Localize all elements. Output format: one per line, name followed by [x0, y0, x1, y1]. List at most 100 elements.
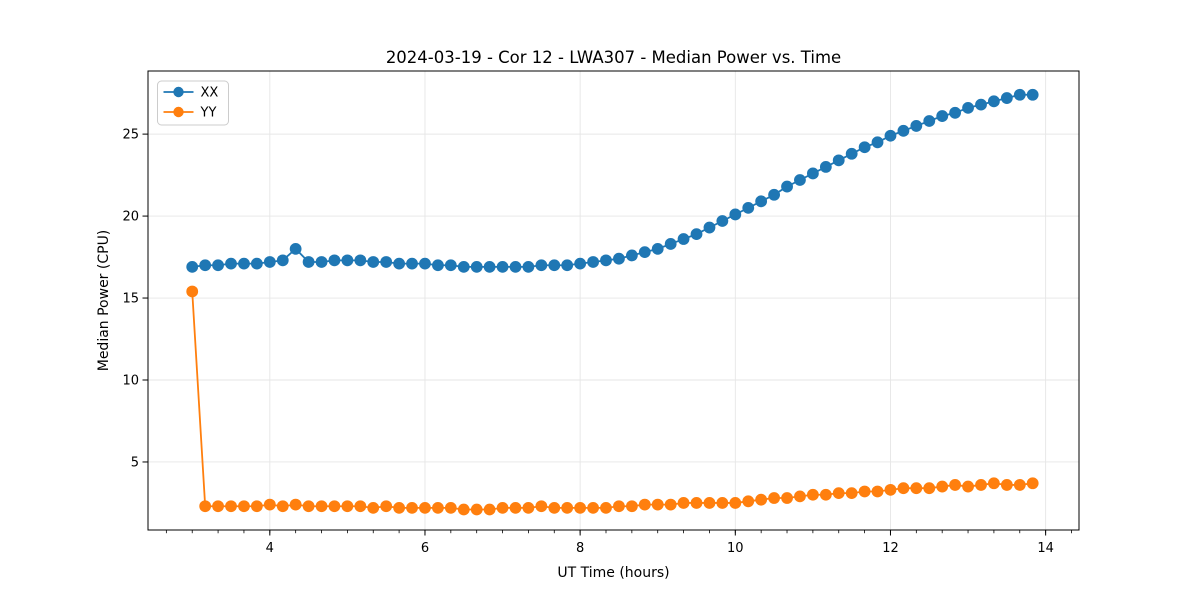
series-yy-marker: [574, 501, 587, 514]
legend-marker-icon: [173, 86, 184, 98]
series-xx-marker: [845, 147, 858, 160]
series-xx-marker: [328, 254, 341, 267]
series-yy-marker: [406, 501, 418, 514]
series-xx-marker: [444, 259, 457, 272]
series-yy-marker: [651, 498, 664, 511]
series-yy-marker: [225, 500, 237, 513]
series-yy-marker: [742, 495, 755, 508]
grid-layer: [148, 71, 1079, 530]
series-xx-marker: [457, 260, 470, 273]
series-yy-marker: [781, 492, 793, 504]
series-yy-marker: [509, 501, 522, 514]
series-yy-marker: [923, 482, 936, 495]
series-xx-marker: [509, 260, 522, 273]
series-yy-marker: [625, 500, 638, 513]
series-yy-marker: [302, 500, 315, 513]
series-yy-marker: [199, 500, 212, 513]
series-xx-marker: [832, 154, 845, 167]
series-yy-marker: [690, 497, 703, 509]
series-yy-marker: [587, 501, 599, 514]
series-yy-marker: [548, 501, 561, 514]
series-yy-marker: [768, 492, 780, 504]
series-xx-marker: [936, 110, 949, 122]
series-xx-marker: [819, 161, 832, 173]
series-yy-marker: [755, 493, 768, 506]
series-xx-marker: [419, 257, 431, 270]
series-xx-marker: [496, 260, 509, 273]
y-tick-label: 5: [131, 455, 139, 470]
x-tick-label: 8: [576, 541, 584, 556]
series-xx-marker: [522, 260, 535, 273]
series-xx-line: [192, 93, 1033, 268]
series-xx-marker: [600, 254, 612, 267]
series-xx-marker: [651, 242, 664, 255]
series-yy-marker: [483, 503, 496, 516]
series-yy-marker: [496, 501, 509, 514]
legend-item-yy: YY: [163, 106, 216, 121]
series-yy-marker: [457, 503, 470, 516]
series-xx-marker: [910, 120, 923, 132]
series-yy-marker: [470, 503, 483, 516]
series-yy-marker: [354, 500, 367, 513]
series-yy-marker: [949, 479, 961, 491]
series-yy-marker: [535, 500, 548, 513]
series-xx-marker: [987, 95, 1000, 108]
series-xx-marker: [406, 257, 418, 270]
series-xx-marker: [625, 249, 638, 262]
legend-label: XX: [201, 86, 219, 101]
series-yy-marker: [250, 500, 263, 513]
series-xx-marker: [393, 257, 406, 270]
series-yy-marker: [328, 500, 341, 513]
x-tick-label: 10: [727, 541, 744, 556]
series-yy-marker: [858, 485, 871, 498]
series-xx-marker: [186, 260, 199, 273]
series-xx-marker: [263, 256, 276, 268]
tick-layer: 4 6 8 10 12 14 5 10 15 20 25: [122, 128, 1072, 556]
series-xx-marker: [703, 221, 716, 234]
y-tick-label: 25: [122, 128, 139, 143]
y-axis-label: Median Power (CPU): [96, 230, 112, 372]
series-yy-marker: [1026, 477, 1039, 490]
series-xx-marker: [1000, 92, 1013, 104]
series-yy-marker: [819, 488, 832, 501]
series-layer: [186, 88, 1039, 516]
series-yy-marker: [638, 498, 651, 511]
series-yy-marker: [315, 500, 328, 513]
series-xx-marker: [858, 141, 871, 154]
series-yy-marker: [897, 482, 910, 495]
series-xx-marker: [367, 256, 380, 268]
series-xx-marker: [212, 259, 224, 272]
series-xx-marker: [548, 259, 561, 272]
series-yy-marker: [664, 498, 677, 511]
series-yy-marker: [238, 500, 250, 513]
series-yy-marker: [845, 487, 858, 500]
series-yy-marker: [341, 500, 354, 513]
series-xx-marker: [432, 259, 444, 272]
series-yy-marker: [561, 501, 574, 514]
series-xx-marker: [716, 215, 729, 227]
series-xx-marker: [302, 256, 315, 268]
series-xx-marker: [483, 260, 496, 273]
series-xx-marker: [742, 201, 755, 214]
series-yy-marker: [613, 500, 625, 513]
series-xx-marker: [781, 180, 793, 193]
series-xx-marker: [897, 124, 910, 137]
series-xx-marker: [238, 257, 250, 270]
series-yy-line: [191, 291, 1033, 511]
series-yy-marker: [393, 501, 406, 514]
series-yy-marker: [1013, 479, 1026, 491]
series-xx-marker: [1026, 88, 1039, 101]
series-yy-marker: [367, 501, 380, 514]
plot-area: [147, 70, 1080, 531]
series-yy-marker: [677, 497, 690, 509]
x-tick-label: 6: [421, 541, 429, 556]
series-yy-marker: [522, 501, 535, 514]
series-xx-marker: [962, 101, 974, 114]
series-xx-marker: [677, 233, 690, 245]
legend-item-xx: XX: [163, 86, 219, 101]
series-xx-marker: [613, 252, 625, 265]
series-xx-marker: [949, 106, 961, 119]
series-xx-marker: [225, 257, 237, 270]
series-xx-marker: [755, 195, 768, 208]
